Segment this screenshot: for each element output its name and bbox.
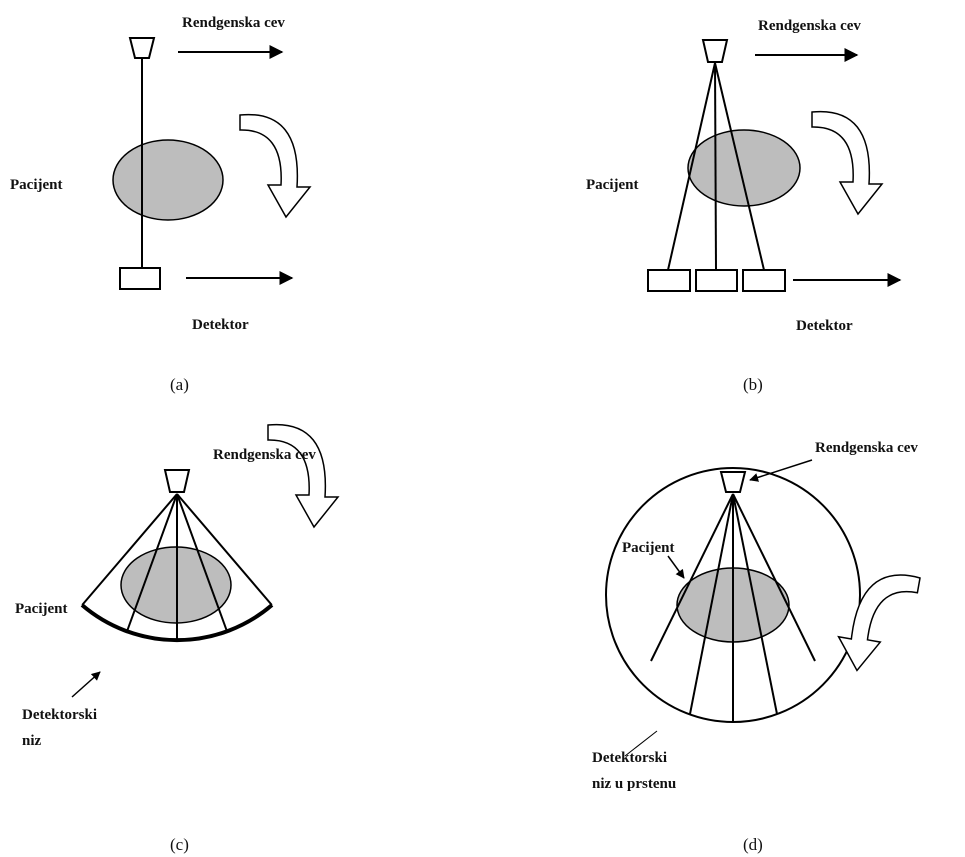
panel-c: Rendgenska cev Pacijent Detektorski niz … <box>15 423 339 854</box>
patient-label: Pacijent <box>15 601 67 617</box>
rotation-arrow <box>239 113 311 218</box>
tube-label: Rendgenska cev <box>815 440 918 456</box>
panel-d: Rendgenska cev Pacijent Detektorski niz … <box>592 440 921 854</box>
beam <box>176 493 228 632</box>
beam <box>714 62 765 271</box>
beam <box>81 493 178 606</box>
pointer <box>624 730 658 757</box>
detector-label: Detektor <box>192 317 249 333</box>
caption: (a) <box>170 375 189 394</box>
detector-label: niz <box>22 733 42 749</box>
patient-label: Pacijent <box>622 540 674 556</box>
beam <box>689 493 734 715</box>
tube <box>128 37 156 59</box>
caption: (b) <box>743 375 763 394</box>
pointer <box>667 555 685 579</box>
beam <box>714 62 717 271</box>
detector-label: Detektor <box>796 318 853 334</box>
panel-a: Rendgenska cev Pacijent Detektor (a) <box>10 15 311 394</box>
tube-label: Rendgenska cev <box>182 15 285 31</box>
pointer <box>71 671 101 698</box>
detector-label: niz u prstenu <box>592 776 676 792</box>
panel-b: Rendgenska cev Pacijent Detektor (b) <box>586 18 902 394</box>
detector <box>695 269 738 292</box>
rotation-arrow <box>811 110 883 215</box>
caption: (c) <box>170 835 189 854</box>
rotation-arrow <box>832 564 921 680</box>
beam <box>732 493 816 662</box>
rotation-arrow <box>267 423 339 528</box>
tube <box>719 471 747 493</box>
detector-label: Detektorski <box>592 750 667 766</box>
detector <box>647 269 691 292</box>
patient-label: Pacijent <box>586 177 638 193</box>
beam <box>126 493 178 632</box>
tube-label: Rendgenska cev <box>213 447 316 463</box>
detector <box>119 267 161 290</box>
patient <box>687 129 801 207</box>
pointer <box>749 459 813 482</box>
beam <box>176 493 273 606</box>
detector <box>742 269 786 292</box>
patient-label: Pacijent <box>10 177 62 193</box>
fan <box>81 493 273 640</box>
tube <box>701 39 729 63</box>
tube <box>163 469 191 493</box>
beam <box>732 493 778 715</box>
caption: (d) <box>743 835 763 854</box>
detector-label: Detektorski <box>22 707 97 723</box>
beam <box>650 493 734 662</box>
detector-array <box>80 603 274 643</box>
tube-label: Rendgenska cev <box>758 18 861 34</box>
fan <box>650 493 816 722</box>
beam <box>667 62 716 271</box>
patient <box>112 139 224 221</box>
